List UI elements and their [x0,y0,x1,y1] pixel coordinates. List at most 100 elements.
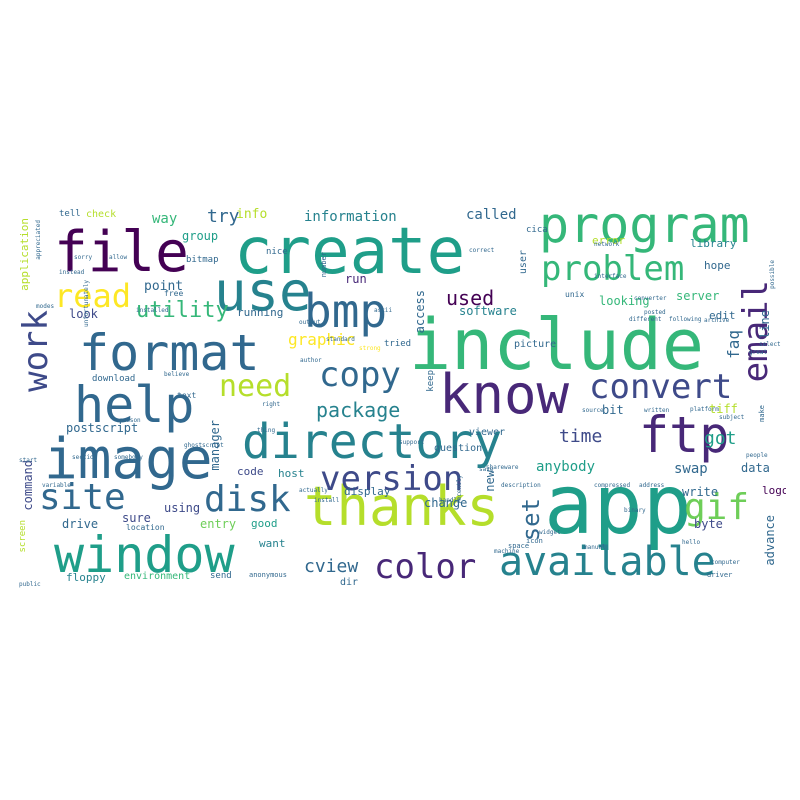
word-cview: cview [304,556,359,577]
word-floppy: floppy [66,571,106,584]
word-swap: swap [674,461,708,477]
word-instead: instead [59,269,85,276]
word-information: information [304,209,397,225]
word-picture: picture [514,339,557,350]
word-need: need [219,369,292,404]
word-compressed: compressed [594,482,631,489]
word-unfortunately: unfortunately [83,280,90,327]
word-file: file [54,220,189,285]
word-host: host [278,467,305,480]
word-output: output [299,319,321,326]
word-tiff: tiff [709,402,738,416]
word-data: data [741,461,770,475]
word-copy: copy [319,355,401,395]
word-unix: unix [565,290,585,299]
word-application: application [18,218,31,291]
word-reason: reason [119,417,141,424]
word-bit: bit [602,403,624,417]
word-app: app [544,458,693,553]
word-possible: possible [769,260,776,289]
word-postscript: postscript [66,421,139,435]
word-info: info [236,207,268,222]
word-driver: driver [707,571,733,579]
word-package: package [316,398,401,422]
word-send: send [210,571,232,581]
word-used: used [446,286,495,310]
word-somebody: somebody [114,454,143,461]
word-called: called [466,207,517,223]
word-look: look [69,307,98,321]
word-correct: correct [469,247,495,254]
word-line: line [758,310,772,339]
word-great: great [749,349,768,356]
word-anybody: anybody [536,459,596,475]
word-computer: computer [711,559,740,566]
word-edit: edit [709,309,736,322]
word-group: group [182,229,219,243]
word-strong: strong [359,345,381,352]
word-different: different [629,316,662,323]
word-install: install [314,497,340,504]
word-archive: archive [704,317,730,324]
word-utility: utility [136,298,229,323]
word-text: text [177,391,197,400]
word-handle: handle [439,497,461,504]
word-standard: standard [326,336,355,343]
word-binary: binary [624,507,646,514]
word-hello: hello [682,539,701,546]
word-image: image [44,427,213,492]
word-believe: believe [164,371,190,378]
word-faq: faq [724,330,743,359]
word-actually: actually [299,487,328,494]
word-converter: converter [634,295,667,302]
word-posted: posted [644,309,666,316]
word-available: available [499,539,716,585]
word-software: software [459,304,517,318]
word-drive: drive [62,517,99,531]
word-library: library [690,237,737,250]
word-point: point [144,279,184,294]
word-cica: cica [526,225,548,235]
word-cloud: create include app program file use bmp … [14,200,786,600]
word-modes: modes [36,303,55,310]
word-thing: thing [257,427,276,434]
word-written: written [644,407,670,414]
word-window: window [54,526,235,584]
word-using: using [164,501,201,515]
word-select: select [759,341,781,348]
word-format: format [79,324,260,382]
word-people: people [746,452,768,459]
word-convert: convert [589,367,733,407]
word-error: error [592,234,626,247]
word-graphic: graphic [288,330,356,349]
word-description: description [501,482,541,489]
word-section: section [72,454,98,461]
word-subject: subject [719,414,745,421]
word-free: free [164,289,184,298]
word-start: start [19,457,38,464]
word-ascii: ascii [374,307,393,314]
word-screen: screen [18,520,28,553]
word-allow: allow [109,254,128,261]
word-color: color [374,547,477,587]
word-network: network [594,241,620,248]
word-bmp: bmp [304,284,388,338]
word-author: author [300,357,322,364]
word-way: way [152,211,178,227]
word-download: download [92,374,136,384]
word-try: try [207,206,240,227]
word-site: site [39,477,126,518]
word-read: read [54,277,132,315]
word-gif: gif [684,487,750,528]
word-user: user [518,250,529,275]
word-variable: variable [42,482,71,489]
word-use: use [214,260,312,323]
word-looking: looking [599,294,650,308]
word-code: code [237,465,264,478]
word-dir: dir [340,577,359,588]
word-space: space [508,542,530,550]
word-display: display [344,485,391,498]
word-right: right [262,401,281,408]
word-run: run [345,272,367,286]
word-icon: icon [526,537,543,545]
